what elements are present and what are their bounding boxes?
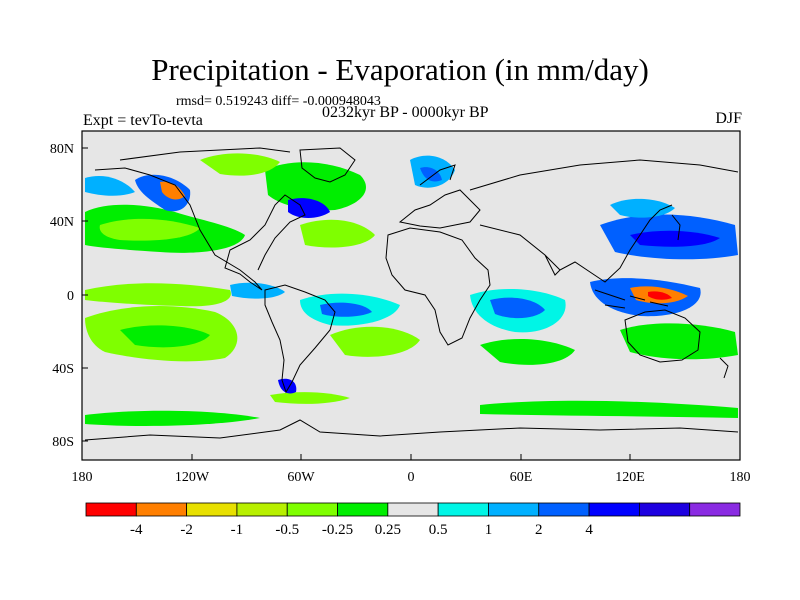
- colorbar-label: -4: [130, 522, 143, 538]
- field-south-pacific-inner: [120, 325, 210, 348]
- coast-australia: [624, 309, 701, 363]
- colorbar-swatch: [387, 502, 439, 517]
- colorbar-label: -0.25: [322, 522, 353, 538]
- lat-tick-label: 0: [67, 289, 74, 304]
- coast-antarctica: [84, 419, 739, 441]
- field-north-pacific-inner: [99, 218, 200, 241]
- lon-tick-label: 120E: [615, 470, 645, 485]
- field-southern-ocean-2: [480, 400, 738, 418]
- time-period-label: 0232kyr BP - 0000kyr BP: [322, 104, 489, 121]
- colorbar-swatch: [286, 502, 338, 517]
- coast-africa: [385, 227, 491, 346]
- field-japan-cyan: [610, 198, 675, 218]
- lon-tick-label: 60W: [287, 470, 315, 485]
- colorbar-label: 1: [485, 522, 493, 538]
- field-north-atlantic-blue: [288, 198, 330, 218]
- colorbar-swatch: [337, 502, 389, 517]
- colorbar-swatch: [135, 502, 188, 517]
- latitude-axis: 80N 40N 0 40S 80S: [50, 142, 88, 450]
- field-southern-ocean-1: [85, 410, 260, 426]
- field-canada: [200, 153, 280, 176]
- field-sw-pacific: [620, 323, 738, 360]
- field-southern-ocean-3: [270, 392, 350, 404]
- coast-south-america: [264, 284, 336, 394]
- field-alaska-cyan: [85, 175, 135, 196]
- colorbar-label: -1: [231, 522, 244, 538]
- colorbar-swatch: [186, 502, 238, 517]
- lat-tick-label: 40N: [50, 215, 74, 230]
- field-indian-ocean-blue: [490, 297, 545, 319]
- coast-europe: [398, 164, 481, 229]
- lat-tick-label: 40S: [52, 362, 74, 377]
- experiment-label: Expt = tevTo-tevta: [83, 112, 203, 129]
- field-sa-atlantic-blue: [320, 302, 372, 317]
- colorbar-label: 0.5: [429, 522, 448, 538]
- lon-tick-label: 60E: [510, 470, 533, 485]
- coast-new-zealand: [719, 357, 729, 379]
- map-title: Precipitation - Evaporation (in mm/day): [151, 52, 649, 87]
- field-nw-pacific-core: [630, 230, 720, 247]
- colorbar-label: -2: [180, 522, 193, 538]
- coast-indonesia: [594, 289, 669, 309]
- field-nw-america-max: [160, 181, 185, 200]
- field-atlantic-green: [300, 219, 375, 248]
- lat-tick-label: 80N: [50, 142, 74, 157]
- coast-japan: [671, 214, 681, 241]
- colorbar-swatch: [689, 502, 741, 517]
- colorbar-label: -0.5: [275, 522, 299, 538]
- colorbar-label: 2: [535, 522, 543, 538]
- colorbar-swatch: [538, 502, 590, 517]
- field-west-pacific-red: [648, 291, 672, 300]
- colorbar-label: 0.25: [375, 522, 401, 538]
- lat-tick-label: 80S: [52, 435, 74, 450]
- field-itcz-east-pacific: [230, 282, 285, 299]
- colorbar-swatch: [638, 502, 691, 517]
- colorbar-swatch: [437, 502, 489, 517]
- lon-tick-label: 180: [730, 470, 751, 485]
- field-equatorial-pacific: [85, 283, 231, 307]
- colorbar-swatch: [588, 502, 640, 517]
- colorbar-swatch: [236, 502, 288, 517]
- season-label: DJF: [715, 110, 742, 127]
- longitude-axis: 180 120W 60W 0 60E 120E 180: [72, 454, 751, 485]
- coast-greenland: [299, 147, 356, 183]
- colorbar-swatch: [488, 502, 540, 517]
- field-scandinavia-core: [420, 167, 442, 182]
- colorbar-swatch: [85, 502, 137, 517]
- field-s-indian: [480, 338, 575, 365]
- coast-asia: [469, 159, 739, 283]
- lon-tick-label: 120W: [175, 470, 210, 485]
- field-nw-america: [135, 174, 191, 212]
- lon-tick-label: 0: [408, 470, 415, 485]
- field-south-atlantic: [330, 326, 420, 357]
- rmsd-diff-text: rmsd= 0.519243 diff= -0.000948043: [176, 94, 381, 109]
- colorbar-label: 4: [585, 522, 593, 538]
- precip-evap-field: [85, 153, 738, 426]
- coastlines: [84, 147, 739, 441]
- colorbar: -4 -2 -1 -0.5 -0.25 0.25 0.5 1 2 4: [85, 502, 741, 538]
- coast-north-america: [94, 147, 306, 291]
- lon-tick-label: 180: [72, 470, 93, 485]
